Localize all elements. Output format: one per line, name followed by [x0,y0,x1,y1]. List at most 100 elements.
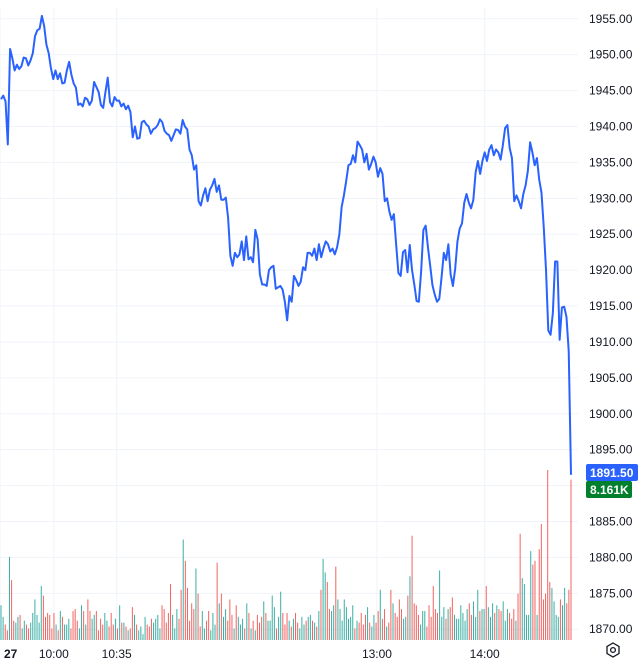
volume-bar [53,612,55,640]
last-value-tags: 1891.50 8.161K [586,464,638,498]
volume-bar [242,618,244,640]
volume-bar [403,618,405,640]
volume-bar [509,612,511,640]
volume-bar [420,624,422,640]
volume-bar [320,589,322,640]
volume-bar [225,609,227,640]
volume-bar [318,611,320,640]
volume-bar [239,624,241,640]
y-tick-label: 1950.00 [589,48,633,62]
volume-bar [523,583,525,640]
volume-bar [559,599,561,640]
volume-bar [250,628,252,640]
volume-bar [280,591,282,640]
volume-bar [273,607,275,640]
volume-bar [182,539,184,640]
volume-bar [8,556,10,640]
volume-bar [534,560,536,640]
volume-bar [288,620,290,640]
volume-bar [316,626,318,640]
volume-bar [494,612,496,640]
volume-bar [271,595,273,640]
volume-bar [398,599,400,640]
volume-bar [178,618,180,640]
volume-bar [511,618,513,640]
volume-bar [526,614,527,640]
volume-bar [415,605,417,640]
volume-bar [500,611,502,640]
volume-bar [489,616,491,640]
volume-bar [413,603,415,640]
grid [0,8,578,640]
volume-bar [133,614,135,640]
volume-bar [496,605,498,640]
volume-bar [447,609,449,640]
volume-bar [422,611,424,640]
volume-bar [102,624,104,640]
volume-bar [233,628,235,640]
volume-bar [521,578,523,640]
y-tick-label: 1880.00 [589,550,633,564]
volume-bar [513,609,515,640]
volume-bar [394,612,396,640]
chart-settings-button[interactable] [601,638,625,662]
volume-bar [542,599,544,640]
y-axis[interactable]: 1955.00 1950.00 1945.00 1940.00 1935.00 1930.… [589,12,633,636]
volume-bar [244,628,246,640]
volume-bar [189,620,191,640]
volume-bar [34,599,36,640]
volume-bar [127,630,129,640]
volume-bar [360,612,362,640]
volume-bar [161,605,163,640]
volume-bars [0,470,572,640]
volume-bar [424,611,426,640]
volume-bar [83,611,85,640]
volume-bar [282,612,284,640]
volume-bar [562,605,564,640]
volume-bar [487,607,489,640]
volume-bar [100,618,102,640]
volume-bar [551,587,553,640]
volume-bar [252,620,254,640]
volume-bar [97,630,99,640]
volume-bar [229,599,231,640]
volume-bar [439,570,441,640]
y-tick-label: 1940.00 [589,120,633,134]
volume-bar [176,609,178,640]
volume-bar [356,620,358,640]
volume-bar [358,622,360,640]
volume-bar [170,583,172,640]
x-tick-label: 27 [4,647,18,661]
volume-bar [331,611,333,640]
y-tick-label: 1925.00 [589,227,633,241]
volume-bar [301,616,303,640]
volume-bar [364,614,366,640]
volume-bar [40,585,42,640]
volume-bar [64,624,66,640]
volume-bar [95,611,97,640]
volume-bar [532,564,534,640]
volume-bar [570,479,572,640]
volume-bar [339,609,341,640]
x-tick-label: 10:35 [102,647,132,661]
volume-bar [428,605,430,640]
volume-bar [110,612,112,640]
volume-bar [305,620,307,640]
x-axis[interactable]: 27 10:00 10:35 13:00 14:00 [4,647,500,661]
volume-bar [81,605,83,640]
y-tick-label: 1875.00 [589,586,633,600]
x-tick-label: 10:00 [39,647,69,661]
volume-bar [426,626,428,640]
volume-bar [549,582,551,640]
volume-bar [72,611,74,640]
volume-bar [76,620,78,640]
y-tick-label: 1945.00 [589,84,633,98]
volume-bar [199,626,201,640]
volume-bar [70,628,72,640]
volume-bar [460,605,462,640]
volume-bar [405,616,407,640]
volume-bar [220,593,222,640]
volume-bar [163,609,165,640]
volume-bar [286,612,288,640]
